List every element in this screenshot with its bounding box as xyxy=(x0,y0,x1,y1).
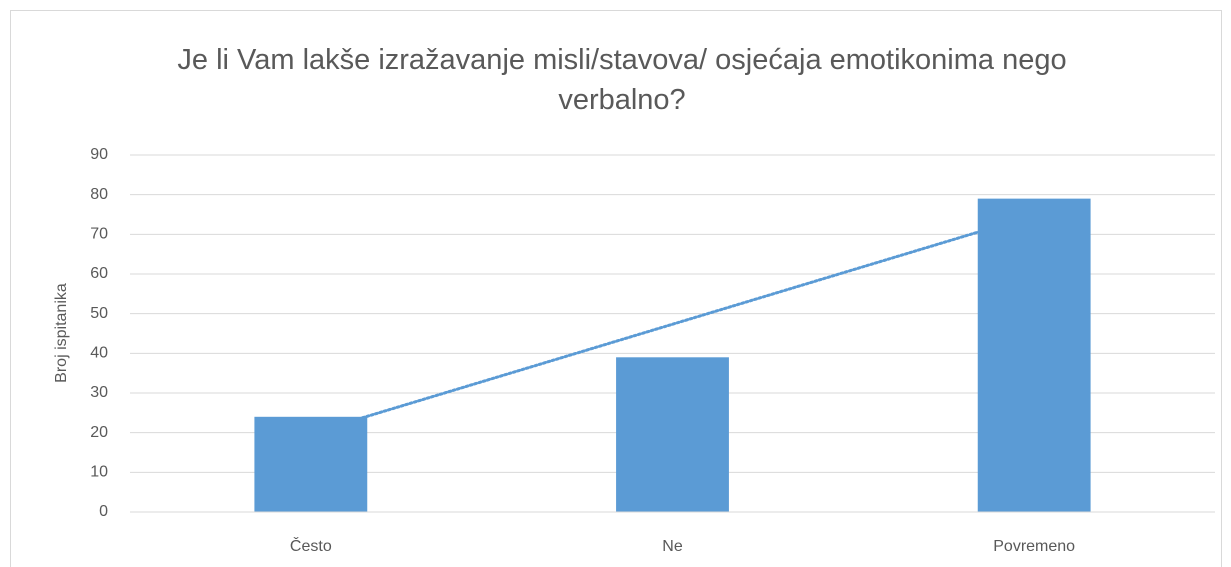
bar xyxy=(254,416,368,512)
y-tick-label: 90 xyxy=(90,146,108,163)
y-tick-label: 20 xyxy=(90,424,108,441)
x-tick-label: Ne xyxy=(662,538,683,555)
x-tick-label: Često xyxy=(290,536,332,555)
y-axis-label: Broj ispitanika xyxy=(53,283,70,383)
chart-title: Je li Vam lakše izražavanje misli/stavov… xyxy=(177,44,1067,116)
y-tick-label: 50 xyxy=(90,305,108,322)
y-tick-label: 10 xyxy=(90,464,108,481)
bar xyxy=(977,198,1091,512)
y-tick-label: 40 xyxy=(90,345,108,362)
y-tick-label: 0 xyxy=(99,503,108,520)
y-tick-label: 80 xyxy=(90,186,108,203)
bar xyxy=(616,357,729,512)
y-tick-label: 30 xyxy=(90,384,108,401)
x-tick-label: Povremeno xyxy=(993,538,1075,555)
y-tick-label: 70 xyxy=(90,226,108,243)
y-tick-label: 60 xyxy=(90,265,108,282)
trendline xyxy=(309,213,1036,435)
